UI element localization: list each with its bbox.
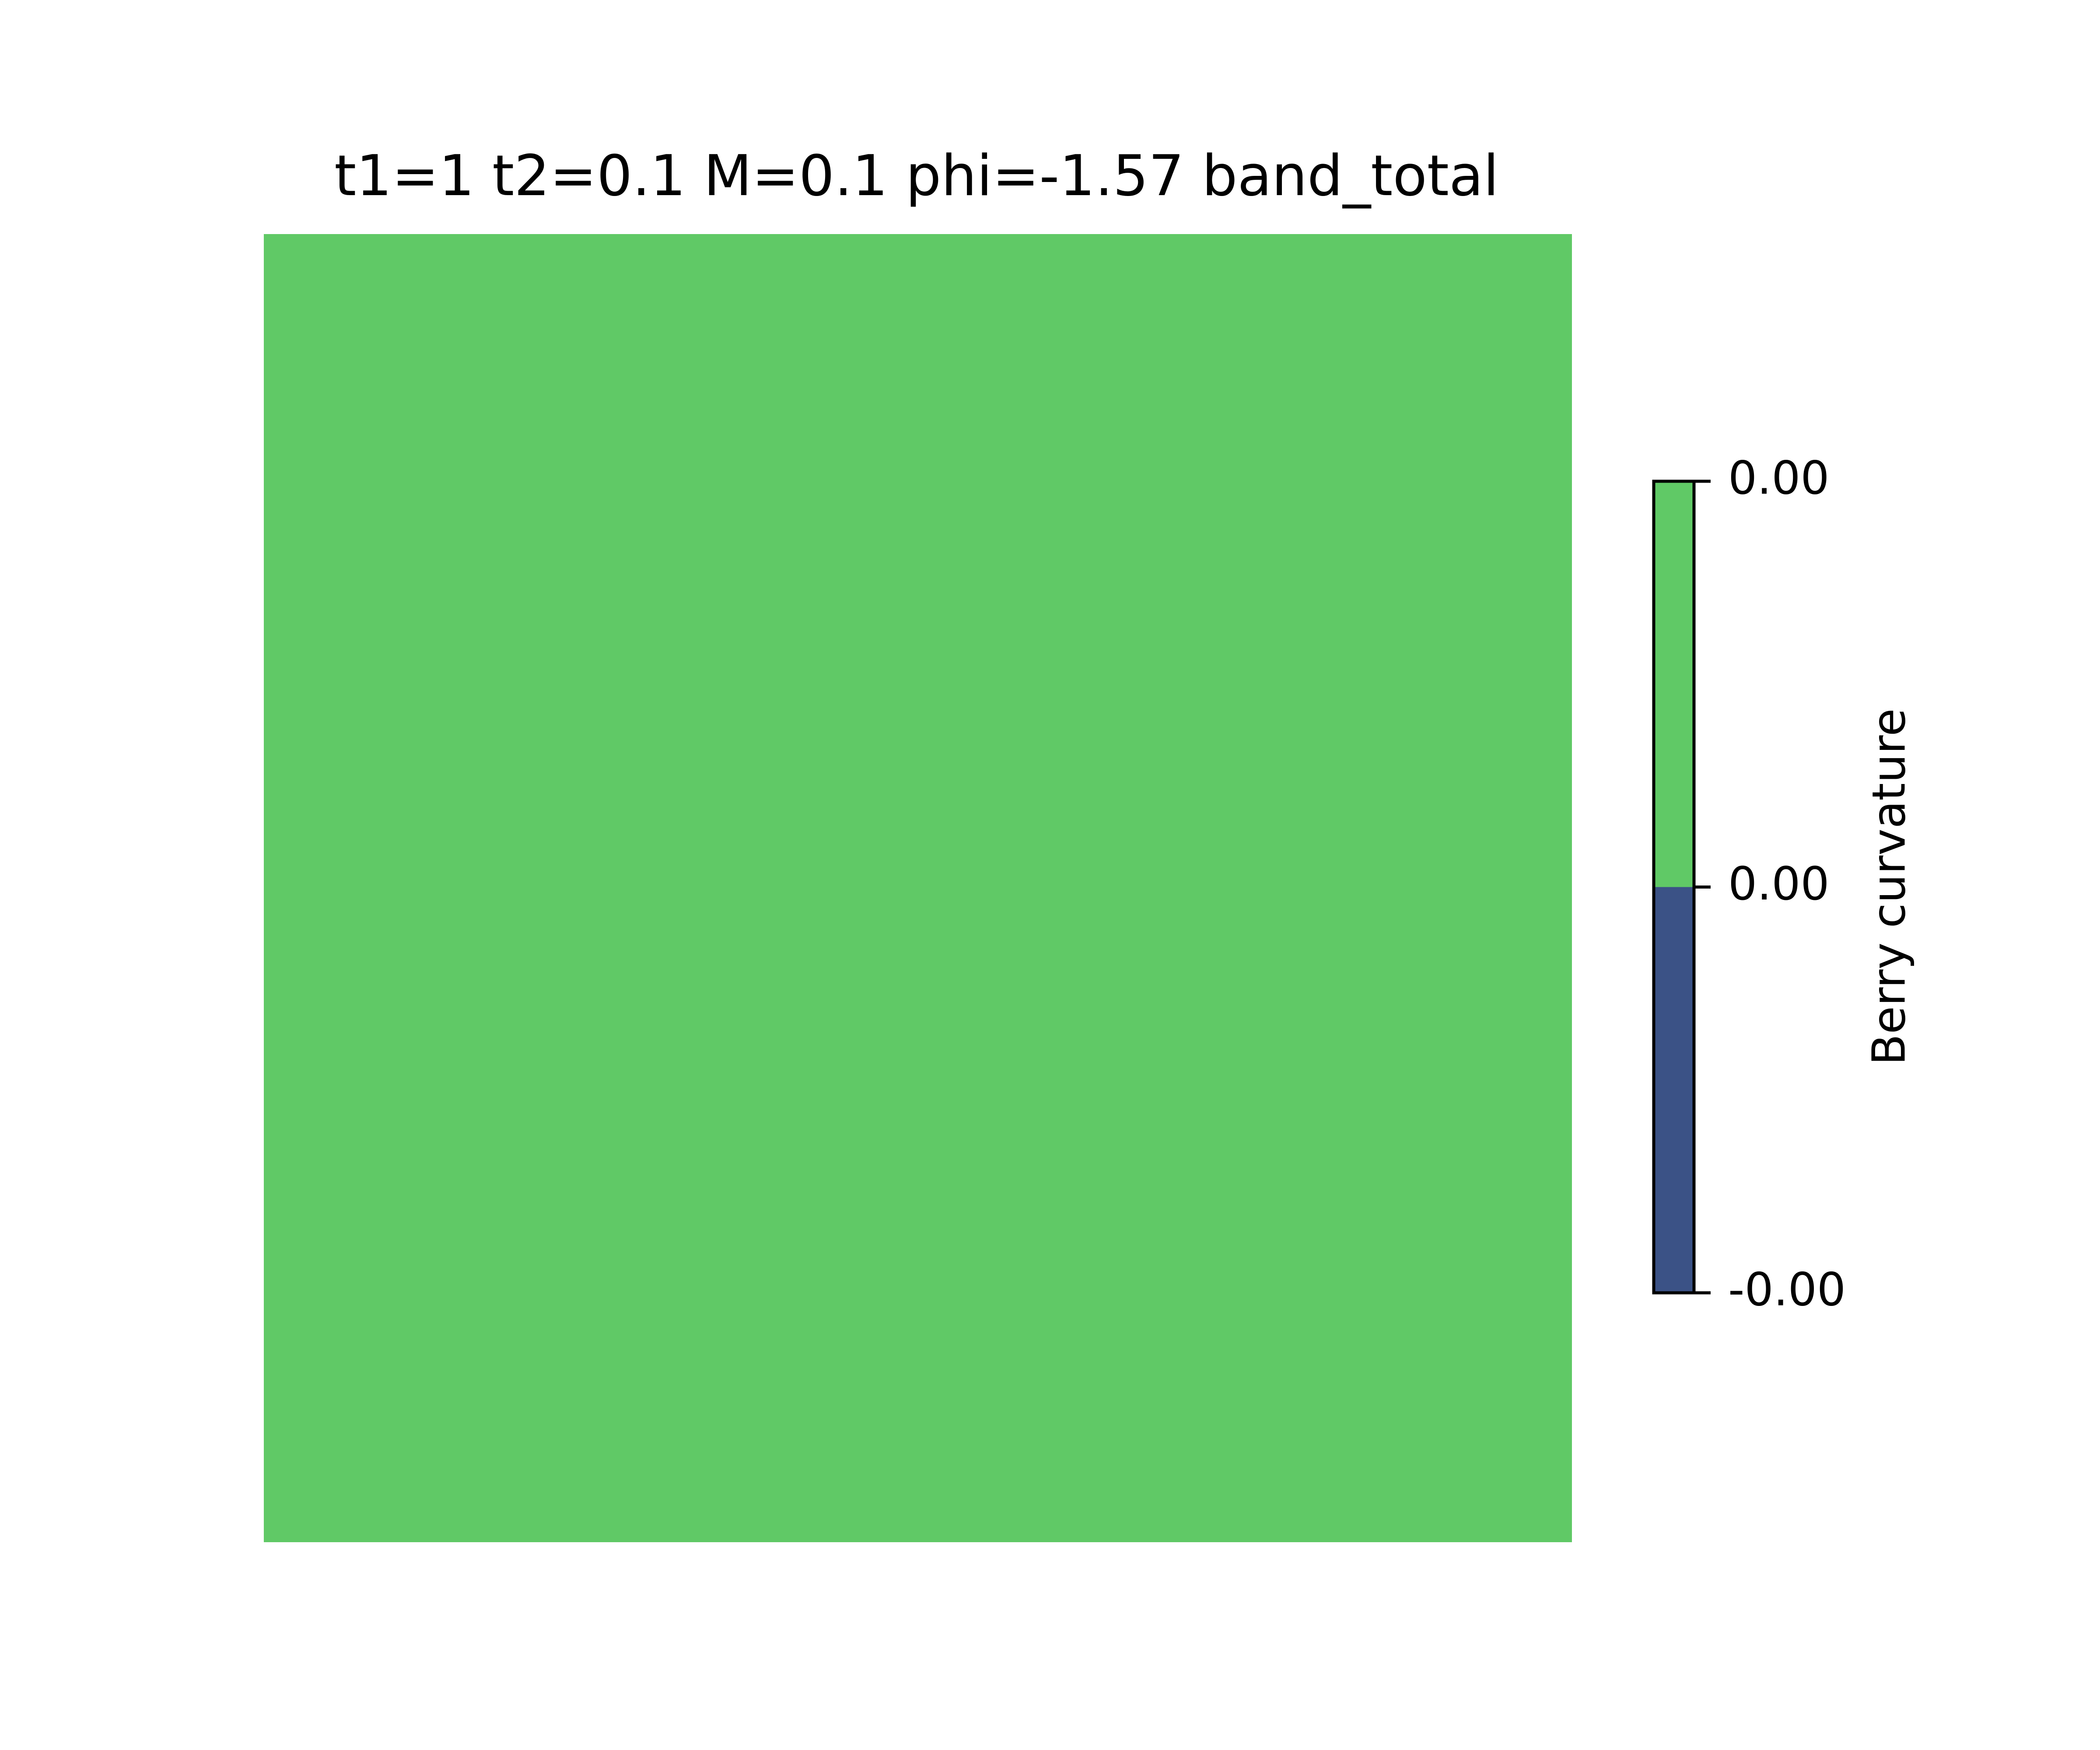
colorbar-ticks: 0.00 0.00 -0.00: [1694, 451, 1846, 1316]
colorbar: 0.00 0.00 -0.00 Berry curvature: [1652, 451, 1915, 1316]
colorbar-tick-label: 0.00: [1728, 857, 1830, 910]
colorbar-tick-label: 0.00: [1728, 451, 1830, 504]
heatmap-cell: [264, 234, 1572, 1542]
colorbar-label: Berry curvature: [1862, 708, 1915, 1065]
colorbar-segment: [1654, 481, 1694, 887]
colorbar-tick-label: -0.00: [1728, 1263, 1846, 1316]
heatmap-plot-area: [264, 234, 1572, 1542]
colorbar-segments: [1654, 481, 1694, 1293]
colorbar-segment: [1654, 887, 1694, 1293]
chart-title: t1=1 t2=0.1 M=0.1 phi=-1.57 band_total: [334, 144, 1499, 209]
